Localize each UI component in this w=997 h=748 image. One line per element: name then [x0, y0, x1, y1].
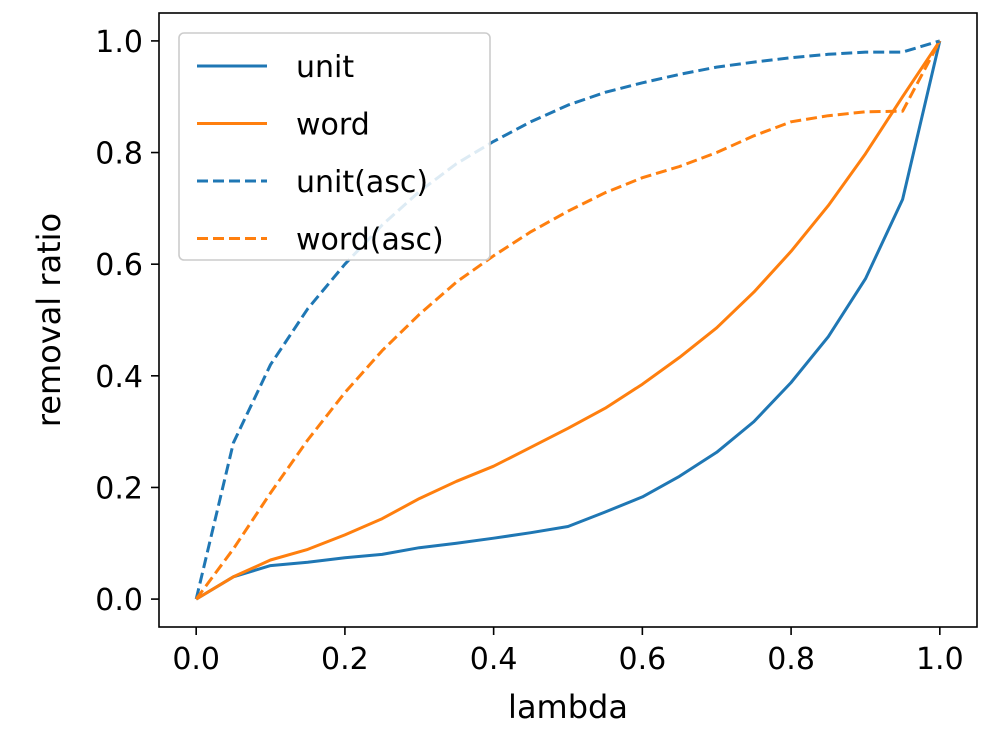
series-line-unit-asc	[194, 39, 941, 600]
y-tick-label: 1.0	[95, 25, 143, 60]
y-tick-label: 0.8	[95, 137, 143, 172]
y-tick-label: 0.4	[95, 360, 143, 395]
legend-label: unit(asc)	[296, 165, 428, 200]
series-line-word	[195, 40, 942, 601]
series-lines	[194, 39, 942, 601]
legend-label: word	[296, 108, 370, 143]
legend-label: unit	[296, 50, 354, 85]
y-tick-label: 0.0	[95, 583, 143, 618]
legend: unit word unit(asc) word(asc)	[178, 32, 491, 261]
x-tick-label: 0.6	[619, 642, 667, 677]
legend-box	[178, 32, 491, 261]
x-axis-ticks: 0.0 0.2 0.4 0.6 0.8 1.0	[172, 627, 964, 677]
series-line-word-asc	[194, 40, 942, 600]
plot-frame	[158, 12, 978, 628]
y-axis-ticks: 0.0 0.2 0.4 0.6 0.8 1.0	[95, 25, 159, 618]
x-tick-label: 0.0	[172, 642, 220, 677]
legend-label: word(asc)	[296, 223, 444, 258]
x-tick-label: 0.8	[767, 642, 815, 677]
x-tick-label: 0.2	[321, 642, 369, 677]
x-tick-label: 0.4	[470, 642, 518, 677]
y-tick-label: 0.6	[95, 248, 143, 283]
x-axis-label: lambda	[508, 688, 628, 726]
series-line-unit	[195, 40, 942, 601]
y-axis-label: removal ratio	[30, 213, 68, 427]
y-tick-label: 0.2	[95, 471, 143, 506]
x-tick-label: 1.0	[916, 642, 964, 677]
